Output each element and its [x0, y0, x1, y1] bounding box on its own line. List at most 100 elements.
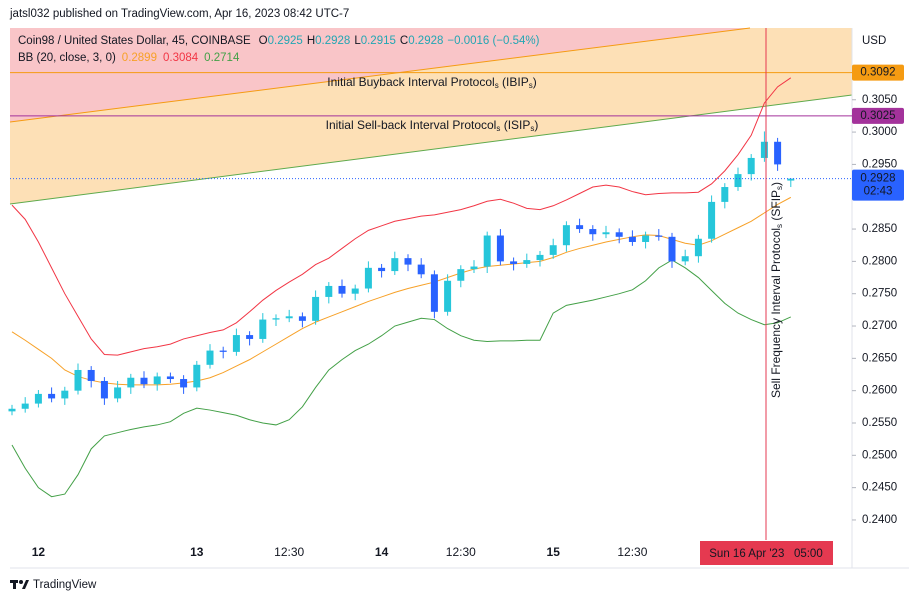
- indicator-value: 0.3084: [163, 52, 199, 64]
- indicator-name: BB (20, close, 3, 0): [18, 52, 116, 64]
- ohlc-value: 0.2915: [361, 35, 396, 47]
- last-price-tag: [852, 169, 904, 201]
- candle-body: [285, 316, 293, 319]
- ohlc-value: 0.2928: [315, 35, 350, 47]
- label-part: (ISIP: [500, 118, 530, 132]
- change: −0.0016 (−0.54%): [447, 35, 539, 47]
- candle-body: [219, 350, 227, 352]
- candle-body: [496, 235, 504, 262]
- candle-body: [734, 174, 742, 188]
- candle-body: [615, 232, 623, 237]
- candle-body: [628, 236, 636, 242]
- subscript: s: [775, 224, 784, 228]
- x-tick-label: 13: [190, 545, 204, 559]
- price-tag-label: 0.3025: [860, 110, 895, 122]
- y-tick-label: 0.2550: [862, 417, 897, 429]
- candle-body: [259, 319, 267, 339]
- x-tick-label: 12:30: [274, 545, 304, 559]
- candle-body: [325, 285, 333, 297]
- channel-top: [9, 27, 751, 123]
- ohlc-key: O: [259, 35, 268, 47]
- candle-body: [8, 408, 16, 412]
- channel-bottom: [9, 94, 853, 205]
- label-part: ): [769, 182, 783, 186]
- indicator-value: 0.2899: [122, 52, 157, 64]
- x-tick-label: 12:30: [446, 545, 476, 559]
- candle-body: [404, 258, 412, 265]
- candle-body: [483, 235, 491, 267]
- candle-body: [100, 380, 108, 399]
- candle-body: [589, 229, 597, 235]
- candle-body: [206, 350, 214, 365]
- date-tag: [700, 541, 833, 565]
- subscript: s: [530, 124, 534, 133]
- label-part: Sell Frequency Interval Protocol: [769, 228, 783, 398]
- candle-body: [655, 235, 663, 237]
- candle-body: [681, 256, 689, 262]
- y-tick-label: 0.3000: [862, 126, 897, 138]
- candle-body: [61, 390, 69, 399]
- y-tick-label: 0.3050: [862, 94, 897, 106]
- band-line: [11, 77, 792, 356]
- candle-body: [774, 141, 782, 165]
- candle-body: [140, 377, 148, 385]
- y-tick-label: 0.2600: [862, 385, 897, 397]
- y-tick-label: 0.2650: [862, 352, 897, 364]
- candle-body: [721, 187, 729, 202]
- candle-body: [74, 369, 82, 391]
- candle-body: [549, 245, 557, 255]
- candle-body: [378, 267, 386, 272]
- candle-body: [48, 393, 56, 399]
- y-tick-label: 0.2400: [862, 514, 897, 526]
- candle-body: [246, 335, 254, 339]
- subscript: s: [495, 81, 499, 90]
- candle-body: [457, 269, 465, 281]
- candle-body: [417, 264, 425, 275]
- candle-body: [87, 369, 95, 381]
- candle-body: [562, 225, 570, 246]
- ohlc-value: 0.2925: [268, 35, 303, 47]
- subscript: s: [496, 124, 500, 133]
- candle-body: [523, 260, 531, 264]
- vertical-line-label: Sell Frequency Interval Protocols (SFIPs…: [769, 182, 784, 398]
- price-tag-label: 0.3092: [860, 67, 895, 79]
- candle-body: [193, 364, 201, 388]
- candle-body: [34, 393, 42, 404]
- y-tick-label: 0.2800: [862, 255, 897, 267]
- candle-body: [153, 376, 161, 385]
- x-tick-label: 15: [547, 545, 561, 559]
- candle-body: [470, 266, 478, 270]
- label-part: Initial Sell-back Interval Protocol: [326, 118, 497, 132]
- candle-body: [694, 238, 702, 257]
- y-tick-label: 0.2850: [862, 223, 897, 235]
- candle-body: [708, 201, 716, 239]
- subscript: s: [529, 81, 533, 90]
- x-tick-label: 12:30: [617, 545, 647, 559]
- y-tick-label: 0.2450: [862, 482, 897, 494]
- subscript: s: [775, 186, 784, 190]
- candle-body: [312, 296, 320, 321]
- y-tick-label: 0.2500: [862, 449, 897, 461]
- candle-body: [351, 288, 359, 294]
- ohlc-key: H: [307, 35, 315, 47]
- y-tick-label: 0.2700: [862, 320, 897, 332]
- ohlc-value: 0.2928: [408, 35, 443, 47]
- candle-body: [747, 157, 755, 175]
- candle-body: [787, 178, 795, 181]
- label-part: (SFIP: [769, 190, 783, 224]
- y-tick-label: 0.2950: [862, 158, 897, 170]
- countdown: 02:43: [864, 186, 893, 198]
- label-part: ): [533, 75, 537, 89]
- horizontal-line-label: Initial Buyback Interval Protocols (IBIP…: [327, 75, 536, 90]
- candle-body: [232, 335, 240, 352]
- x-tick-label: 12: [32, 545, 46, 559]
- candle-body: [760, 141, 768, 158]
- ohlc-key: C: [400, 35, 408, 47]
- candle-body: [114, 387, 122, 399]
- candle-body: [536, 254, 544, 261]
- candle-body: [510, 261, 518, 264]
- candle-body: [576, 225, 584, 230]
- indicator-value: 0.2714: [204, 52, 240, 64]
- y-tick-label: 0.2750: [862, 288, 897, 300]
